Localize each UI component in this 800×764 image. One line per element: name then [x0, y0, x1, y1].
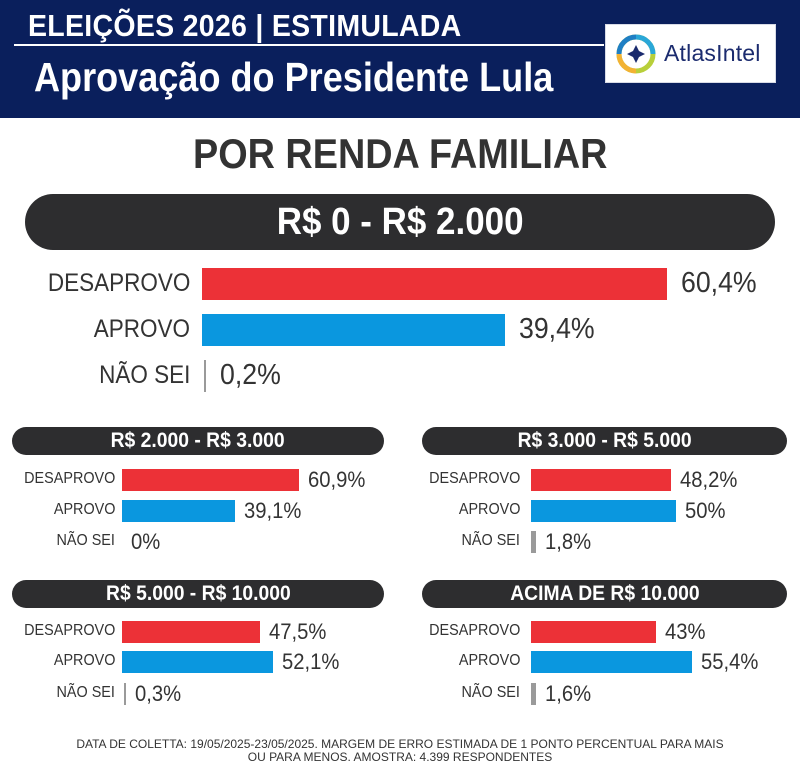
value-label-text: 60,9%: [307, 466, 366, 492]
value-label-desaprovo: 43%: [665, 619, 709, 645]
value-label-desaprovo: 60,9%: [308, 467, 370, 493]
category-label-desaprovo: DESAPROVO: [0, 269, 190, 298]
income-group-label: R$ 2.000 - R$ 3.000: [111, 429, 285, 452]
category-label-text: DESAPROVO: [23, 470, 115, 488]
bar-aprovo: [122, 651, 274, 673]
income-group-pill: R$ 5.000 - R$ 10.000: [12, 580, 384, 608]
category-label-text: NÃO SEI: [56, 684, 115, 702]
header-kicker: ELEIÇÕES 2026 | ESTIMULADA: [28, 8, 462, 43]
value-label-aprovo: 50%: [685, 498, 729, 524]
category-label-nao-sei: NÃO SEI: [320, 684, 520, 702]
bar-aprovo: [531, 500, 676, 522]
category-label-nao-sei: NÃO SEI: [320, 532, 520, 550]
value-label-aprovo: 39,4%: [519, 313, 601, 346]
category-label-nao-sei: NÃO SEI: [0, 532, 115, 550]
income-group-label: ACIMA DE R$ 10.000: [509, 582, 700, 605]
income-group-pill: R$ 2.000 - R$ 3.000: [12, 427, 384, 455]
category-label-text: APROVO: [93, 314, 190, 343]
value-label-aprovo: 39,1%: [244, 498, 306, 524]
bar-desaprovo: [531, 621, 656, 643]
category-label-nao-sei: NÃO SEI: [0, 684, 115, 702]
value-label-desaprovo: 60,4%: [681, 267, 763, 300]
category-label-desaprovo: DESAPROVO: [0, 622, 115, 640]
value-label-text: 43%: [664, 618, 706, 644]
category-label-text: DESAPROVO: [428, 622, 520, 640]
value-label-text: 0%: [131, 528, 161, 554]
atlasintel-logo-icon: [616, 34, 656, 73]
value-label-aprovo: 52,1%: [282, 649, 344, 675]
value-label-text: 0,2%: [220, 358, 281, 391]
value-label-desaprovo: 47,5%: [269, 619, 331, 645]
value-label-desaprovo: 48,2%: [680, 467, 742, 493]
income-group-pill: R$ 0 - R$ 2.000: [25, 194, 775, 250]
logo-text: AtlasIntel: [664, 40, 761, 66]
value-label-nao-sei: 1,6%: [545, 681, 595, 707]
category-label-text: DESAPROVO: [23, 622, 115, 640]
bar-desaprovo: [122, 621, 260, 643]
bar-aprovo: [202, 314, 506, 346]
category-label-text: APROVO: [53, 652, 115, 670]
income-group-pill: R$ 3.000 - R$ 5.000: [422, 427, 787, 455]
category-label-text: NÃO SEI: [461, 684, 520, 702]
category-label-aprovo: APROVO: [320, 501, 520, 519]
category-label-aprovo: APROVO: [0, 501, 115, 519]
category-label-desaprovo: DESAPROVO: [320, 622, 520, 640]
category-label-text: NÃO SEI: [461, 532, 520, 550]
chart-title: POR RENDA FAMILIAR: [0, 130, 800, 178]
bar-aprovo: [122, 500, 236, 522]
footnote: DATA DE COLETTA: 19/05/2025-23/05/2025. …: [0, 738, 800, 764]
value-label-aprovo: 55,4%: [701, 649, 763, 675]
income-group-label: R$ 3.000 - R$ 5.000: [517, 429, 692, 452]
income-group-label: R$ 5.000 - R$ 10.000: [105, 582, 291, 605]
category-label-aprovo: APROVO: [320, 652, 520, 670]
chart-title-text: POR RENDA FAMILIAR: [192, 130, 608, 177]
bar-desaprovo: [202, 268, 668, 300]
value-label-text: 55,4%: [700, 648, 759, 674]
header-banner: ELEIÇÕES 2026 | ESTIMULADA Aprovação do …: [0, 0, 800, 118]
category-label-text: NÃO SEI: [98, 360, 190, 389]
value-label-text: 39,4%: [519, 312, 596, 345]
value-label-text: 50%: [685, 497, 726, 523]
income-group-pill: ACIMA DE R$ 10.000: [422, 580, 787, 608]
bar-nao-sei: [124, 683, 126, 705]
value-label-nao-sei: 1,8%: [545, 529, 595, 555]
footnote-line-2: OU PARA MENOS. AMOSTRA: 4.399 RESPONDENT…: [247, 750, 553, 764]
category-label-text: APROVO: [458, 501, 520, 519]
atlasintel-logo: AtlasIntel: [605, 24, 776, 83]
category-label-desaprovo: DESAPROVO: [320, 470, 520, 488]
category-label-text: DESAPROVO: [428, 470, 520, 488]
category-label-text: APROVO: [458, 652, 520, 670]
category-label-aprovo: APROVO: [0, 315, 190, 344]
value-label-text: 52,1%: [282, 648, 340, 674]
category-label-aprovo: APROVO: [0, 652, 115, 670]
value-label-text: 60,4%: [681, 266, 757, 299]
category-label-desaprovo: DESAPROVO: [0, 470, 115, 488]
value-label-text: 48,2%: [679, 466, 738, 492]
value-label-text: 0,3%: [135, 680, 182, 706]
value-label-text: 1,6%: [544, 680, 591, 706]
bar-aprovo: [531, 651, 692, 673]
value-label-text: 39,1%: [244, 497, 302, 523]
category-label-text: DESAPROVO: [47, 268, 190, 297]
bar-desaprovo: [122, 469, 299, 491]
value-label-nao-sei: 0,2%: [220, 359, 286, 392]
bar-nao-sei: [531, 531, 537, 553]
value-label-nao-sei: 0%: [131, 529, 163, 555]
bar-desaprovo: [531, 469, 671, 491]
bar-nao-sei: [531, 683, 536, 705]
header-title: Aprovação do Presidente Lula: [34, 54, 554, 100]
footnote-line-1: DATA DE COLETTA: 19/05/2025-23/05/2025. …: [76, 737, 724, 751]
income-group-label: R$ 0 - R$ 2.000: [276, 200, 524, 243]
category-label-text: APROVO: [53, 501, 115, 519]
category-label-nao-sei: NÃO SEI: [0, 361, 190, 390]
value-label-text: 47,5%: [268, 618, 327, 644]
header-divider: [14, 44, 604, 46]
category-label-text: NÃO SEI: [56, 532, 115, 550]
value-label-text: 1,8%: [545, 528, 592, 554]
bar-nao-sei: [204, 360, 206, 392]
value-label-nao-sei: 0,3%: [135, 681, 185, 707]
